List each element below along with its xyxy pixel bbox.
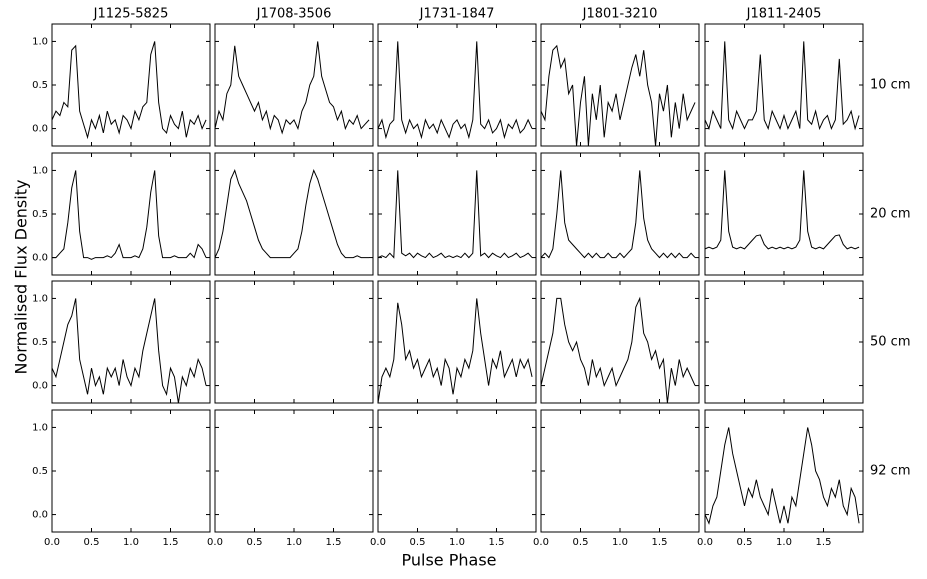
profile-line (377, 298, 533, 404)
panel-frame (704, 152, 864, 276)
y-tick-label: 0.0 (32, 381, 48, 392)
profile-line (540, 44, 696, 147)
column-title: J1811-2405 (746, 7, 822, 22)
y-tick-label: 0.0 (32, 510, 48, 521)
x-tick-label: 1.0 (449, 537, 465, 548)
x-tick-label: 1.0 (776, 537, 792, 548)
panel-frame (540, 23, 700, 147)
profile-line (51, 41, 207, 140)
row-label: 92 cm (870, 464, 911, 479)
panel-frame (540, 409, 700, 533)
profile-line (704, 427, 860, 525)
y-tick-label: 0.0 (32, 253, 48, 264)
profile-line (52, 170, 207, 260)
profile-line (540, 296, 696, 404)
row-label: 10 cm (870, 78, 911, 93)
panel-frame (51, 409, 211, 533)
panel-frame (704, 280, 864, 404)
column-title: J1125-5825 (93, 7, 169, 22)
y-tick-label: 1.0 (32, 36, 48, 47)
panel-frame (540, 152, 700, 276)
x-tick-label: 0.5 (737, 537, 753, 548)
profile-line (540, 170, 696, 259)
x-tick-label: 1.5 (326, 537, 342, 548)
x-tick-label: 0.0 (44, 537, 60, 548)
x-tick-label: 0.5 (84, 537, 100, 548)
x-tick-label: 1.5 (652, 537, 668, 548)
y-tick-label: 1.0 (32, 165, 48, 176)
panel-frame (51, 23, 211, 147)
x-tick-label: 1.5 (163, 537, 179, 548)
y-tick-label: 0.0 (32, 124, 48, 135)
x-tick-label: 0.5 (410, 537, 426, 548)
panel-frame (704, 409, 864, 533)
x-tick-label: 1.5 (489, 537, 505, 548)
panel-frame (214, 280, 374, 404)
panel-frame (214, 152, 374, 276)
panel-frame (214, 409, 374, 533)
y-tick-label: 1.0 (32, 293, 48, 304)
x-tick-label: 0.0 (370, 537, 386, 548)
profile-line (704, 41, 860, 131)
profile-line (51, 298, 207, 404)
column-title: J1731-1847 (419, 7, 495, 22)
x-axis-label: Pulse Phase (402, 551, 497, 570)
panel-frame (377, 280, 537, 404)
x-tick-label: 0.0 (697, 537, 713, 548)
x-tick-label: 0.0 (207, 537, 223, 548)
panel-frame (540, 280, 700, 404)
y-tick-label: 0.5 (32, 466, 48, 477)
x-tick-label: 1.0 (612, 537, 628, 548)
x-tick-label: 1.5 (816, 537, 832, 548)
panel-frame (704, 23, 864, 147)
y-axis-label: Normalised Flux Density (12, 180, 31, 375)
x-tick-label: 1.0 (286, 537, 302, 548)
x-tick-label: 1.0 (123, 537, 139, 548)
column-title: J1801-3210 (582, 7, 658, 22)
panel-frame (377, 409, 537, 533)
y-tick-label: 0.5 (32, 80, 48, 91)
profile-line (214, 41, 370, 135)
panel-frame (51, 280, 211, 404)
row-label: 20 cm (870, 207, 911, 222)
x-tick-label: 0.5 (247, 537, 263, 548)
panel-frame (377, 23, 537, 147)
profile-line (377, 41, 533, 140)
y-tick-label: 1.0 (32, 422, 48, 433)
x-tick-label: 0.0 (533, 537, 549, 548)
panel-frame (377, 152, 537, 276)
panel-frame (51, 152, 211, 276)
row-label: 50 cm (870, 335, 911, 350)
y-tick-label: 0.5 (32, 337, 48, 348)
panel-frame (214, 23, 374, 147)
column-title: J1708-3506 (256, 7, 332, 22)
profile-line (377, 170, 533, 259)
profile-line (214, 169, 370, 259)
y-tick-label: 0.5 (32, 209, 48, 220)
profile-line (704, 170, 860, 250)
x-tick-label: 0.5 (573, 537, 589, 548)
